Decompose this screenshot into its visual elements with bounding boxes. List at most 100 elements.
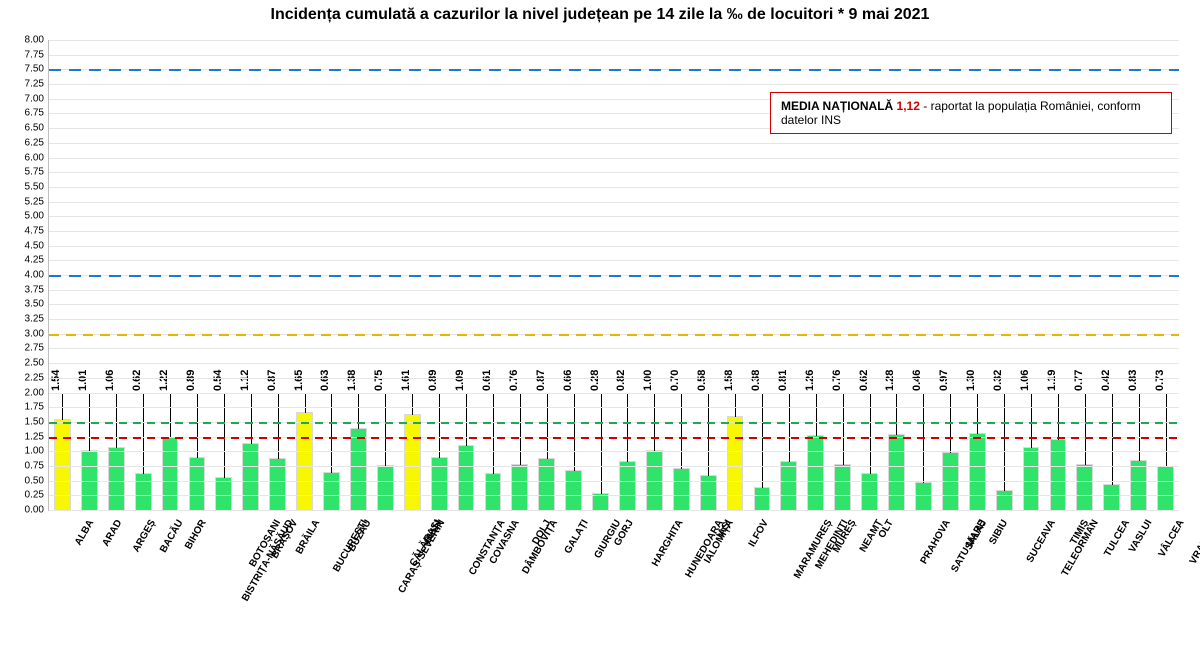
bar-value-label: 1.54 — [50, 369, 62, 390]
value-leader — [1085, 393, 1086, 465]
bar — [351, 429, 366, 510]
bar-value-label: 0.28 — [589, 369, 601, 390]
bar — [781, 462, 796, 510]
y-tick-label: 3.00 — [0, 328, 44, 339]
bar-value-label: 1.00 — [642, 369, 654, 390]
gridline — [49, 510, 1179, 511]
y-tick-label: 4.00 — [0, 270, 44, 281]
bar — [1077, 465, 1092, 510]
gridline — [49, 246, 1179, 247]
y-tick-label: 7.00 — [0, 93, 44, 104]
bar — [674, 469, 689, 510]
bar-value-label: 0.97 — [938, 369, 950, 390]
x-category-label: BIHOR — [183, 518, 209, 551]
x-category-label: ILFOV — [747, 518, 771, 549]
bar — [243, 444, 258, 510]
legend-lead: MEDIA NAȚIONALĂ — [781, 99, 897, 113]
value-leader — [1166, 393, 1167, 468]
x-category-label: ALBA — [73, 518, 96, 548]
incidence-bar-chart: Incidența cumulată a cazurilor la nivel … — [0, 0, 1200, 659]
y-tick-label: 5.50 — [0, 181, 44, 192]
y-tick-label: 0.00 — [0, 505, 44, 516]
bar-value-label: 0.76 — [508, 369, 520, 390]
bar-value-label: 1.01 — [77, 369, 89, 390]
value-leader — [439, 393, 440, 458]
value-leader — [305, 393, 306, 414]
x-category-label: GALAȚI — [562, 518, 590, 556]
y-tick-label: 4.75 — [0, 225, 44, 236]
bar — [566, 471, 581, 510]
bar — [512, 465, 527, 510]
gridline — [49, 158, 1179, 159]
bar-value-label: 0.89 — [185, 369, 197, 390]
value-leader — [62, 393, 63, 420]
y-tick-label: 2.75 — [0, 343, 44, 354]
bar — [378, 466, 393, 510]
bar-value-label: 0.87 — [535, 369, 547, 390]
value-leader — [143, 393, 144, 474]
gridline — [49, 393, 1179, 394]
bar — [889, 435, 904, 510]
bar — [862, 474, 877, 510]
x-category-label: HARGHITA — [650, 518, 686, 569]
y-tick-label: 7.75 — [0, 49, 44, 60]
bar-value-label: 1.12 — [239, 369, 251, 390]
gridline — [49, 495, 1179, 496]
bar-value-label: 0.75 — [373, 369, 385, 390]
bar — [1104, 485, 1119, 510]
y-tick-label: 5.75 — [0, 167, 44, 178]
bar — [55, 420, 70, 510]
y-tick-label: 6.50 — [0, 123, 44, 134]
x-category-label: BACĂU — [158, 518, 186, 555]
bar — [486, 474, 501, 510]
gridline — [49, 363, 1179, 364]
y-tick-label: 1.00 — [0, 446, 44, 457]
value-leader — [870, 393, 871, 474]
bar — [755, 488, 770, 510]
x-category-label: ARAD — [101, 518, 125, 549]
y-tick-label: 6.25 — [0, 137, 44, 148]
bar — [620, 462, 635, 510]
bar-value-label: 1.30 — [965, 369, 977, 390]
value-leader — [977, 393, 978, 434]
gridline — [49, 84, 1179, 85]
bar — [916, 483, 931, 510]
bar — [997, 491, 1012, 510]
y-tick-label: 4.50 — [0, 240, 44, 251]
value-leader — [1058, 393, 1059, 441]
gridline — [49, 378, 1179, 379]
x-category-label: SIBIU — [988, 518, 1011, 547]
threshold-line — [49, 275, 1179, 277]
bar-value-label: 0.32 — [992, 369, 1004, 390]
gridline — [49, 466, 1179, 467]
gridline — [49, 304, 1179, 305]
y-tick-label: 8.00 — [0, 35, 44, 46]
bar — [1131, 461, 1146, 510]
national-average-legend: MEDIA NAȚIONALĂ 1,12 - raportat la popul… — [770, 92, 1172, 134]
bar-value-label: 1.65 — [293, 369, 305, 390]
legend-value: 1,12 — [897, 99, 920, 113]
bar-value-label: 0.58 — [696, 369, 708, 390]
bar — [835, 465, 850, 510]
gridline — [49, 481, 1179, 482]
y-tick-label: 6.75 — [0, 108, 44, 119]
value-leader — [708, 393, 709, 476]
gridline — [49, 290, 1179, 291]
bar-value-label: 0.83 — [1127, 369, 1139, 390]
y-tick-label: 1.25 — [0, 431, 44, 442]
bar-value-label: 0.54 — [212, 369, 224, 390]
value-leader — [385, 393, 386, 466]
x-category-label: TULCEA — [1102, 518, 1132, 559]
y-tick-label: 3.25 — [0, 314, 44, 325]
x-category-label: PRAHOVA — [918, 518, 952, 566]
gridline — [49, 348, 1179, 349]
gridline — [49, 55, 1179, 56]
y-tick-label: 3.50 — [0, 299, 44, 310]
gridline — [49, 143, 1179, 144]
bar-value-label: 0.63 — [319, 369, 331, 390]
bar — [1024, 448, 1039, 510]
bar — [459, 446, 474, 510]
bar-value-label: 1.26 — [804, 369, 816, 390]
x-category-label: VRANCEA — [1187, 518, 1200, 566]
bar-value-label: 1.38 — [346, 369, 358, 390]
